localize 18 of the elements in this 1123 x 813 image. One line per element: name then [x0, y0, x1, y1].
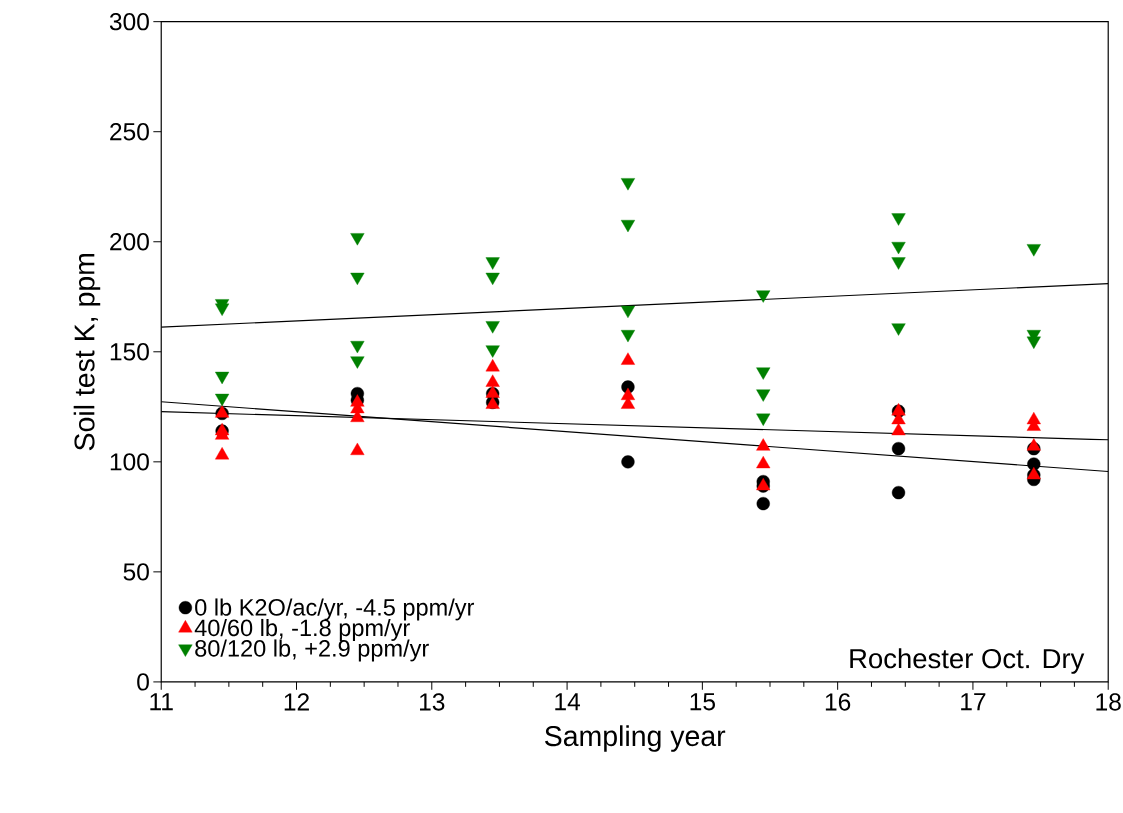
y-tick-label: 50 — [123, 563, 149, 581]
x-tick-label: 16 — [825, 693, 851, 711]
y-tick-label: 150 — [110, 343, 149, 361]
y-tick-label: 200 — [110, 233, 149, 251]
x-tick-label: 14 — [555, 693, 581, 711]
x-tick-label: 17 — [961, 693, 986, 711]
y-tick-label: 250 — [110, 123, 149, 141]
x-tick-label: 13 — [420, 693, 445, 711]
y-tick-label: 300 — [109, 13, 149, 31]
x-tick-label: 18 — [1096, 693, 1121, 711]
y-axis-title: Soil test K, ppm — [73, 254, 101, 451]
y-tick-label: 100 — [110, 453, 149, 471]
annotation: Rochester Oct. Dry — [850, 648, 1085, 674]
x-tick-label: 15 — [690, 693, 715, 711]
y-tick-label: 0 — [137, 673, 149, 691]
x-tick-label: 11 — [150, 693, 173, 711]
x-tick-label: 12 — [284, 693, 309, 711]
x-axis-title: Sampling year — [545, 725, 726, 752]
